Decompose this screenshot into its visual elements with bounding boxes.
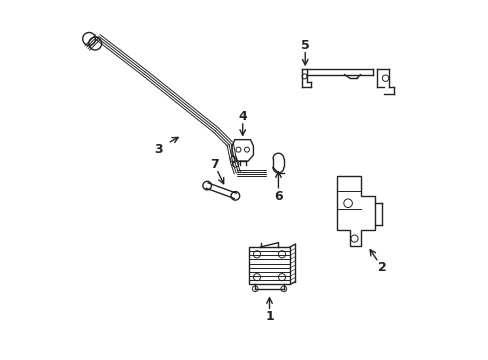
Text: 2: 2	[377, 261, 386, 274]
Text: 1: 1	[264, 310, 273, 323]
Text: 4: 4	[238, 110, 246, 123]
Text: 6: 6	[274, 190, 282, 203]
Text: 5: 5	[300, 39, 309, 52]
Text: 3: 3	[154, 143, 163, 156]
Bar	[248, 247, 289, 284]
Text: 7: 7	[210, 158, 219, 171]
